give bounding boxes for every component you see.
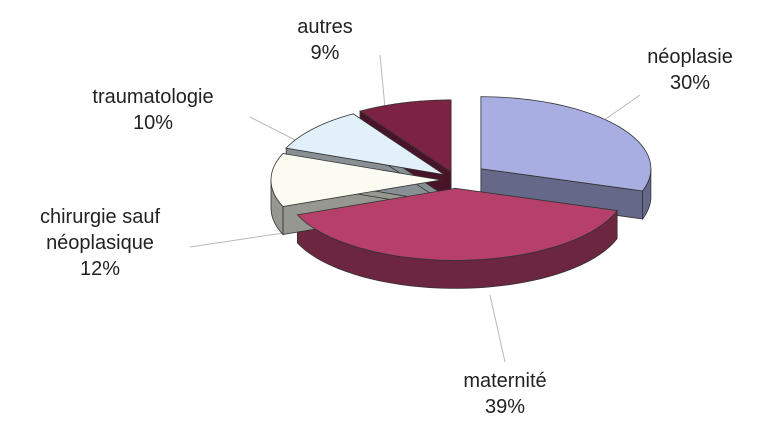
category-label: traumatologie	[92, 86, 214, 108]
category-label: néoplasie	[647, 46, 733, 68]
value-label: 10%	[132, 112, 174, 134]
pie	[270, 96, 652, 289]
slice-label: autres 9%	[297, 14, 353, 66]
slice	[285, 113, 445, 176]
leader-line	[379, 54, 386, 109]
category-label: autres	[297, 16, 353, 38]
slice	[480, 96, 652, 192]
slice	[270, 153, 442, 207]
value-label: 12%	[79, 258, 121, 280]
slice	[296, 187, 618, 261]
slice-label: néoplasie 30%	[647, 44, 733, 96]
category-label: chirurgie sauf néoplasique	[39, 206, 161, 254]
value-label: 39%	[484, 396, 526, 418]
slice-label: maternité 39%	[463, 368, 546, 420]
slice	[359, 99, 452, 173]
category-label: maternité	[463, 370, 547, 392]
value-label: 30%	[669, 72, 711, 94]
slice-label: chirurgie sauf néoplasique 12%	[10, 204, 190, 282]
leader-line	[489, 294, 506, 363]
leader-line	[189, 231, 291, 248]
value-label: 9%	[310, 42, 340, 64]
slice-label: traumatologie 10%	[92, 84, 213, 136]
